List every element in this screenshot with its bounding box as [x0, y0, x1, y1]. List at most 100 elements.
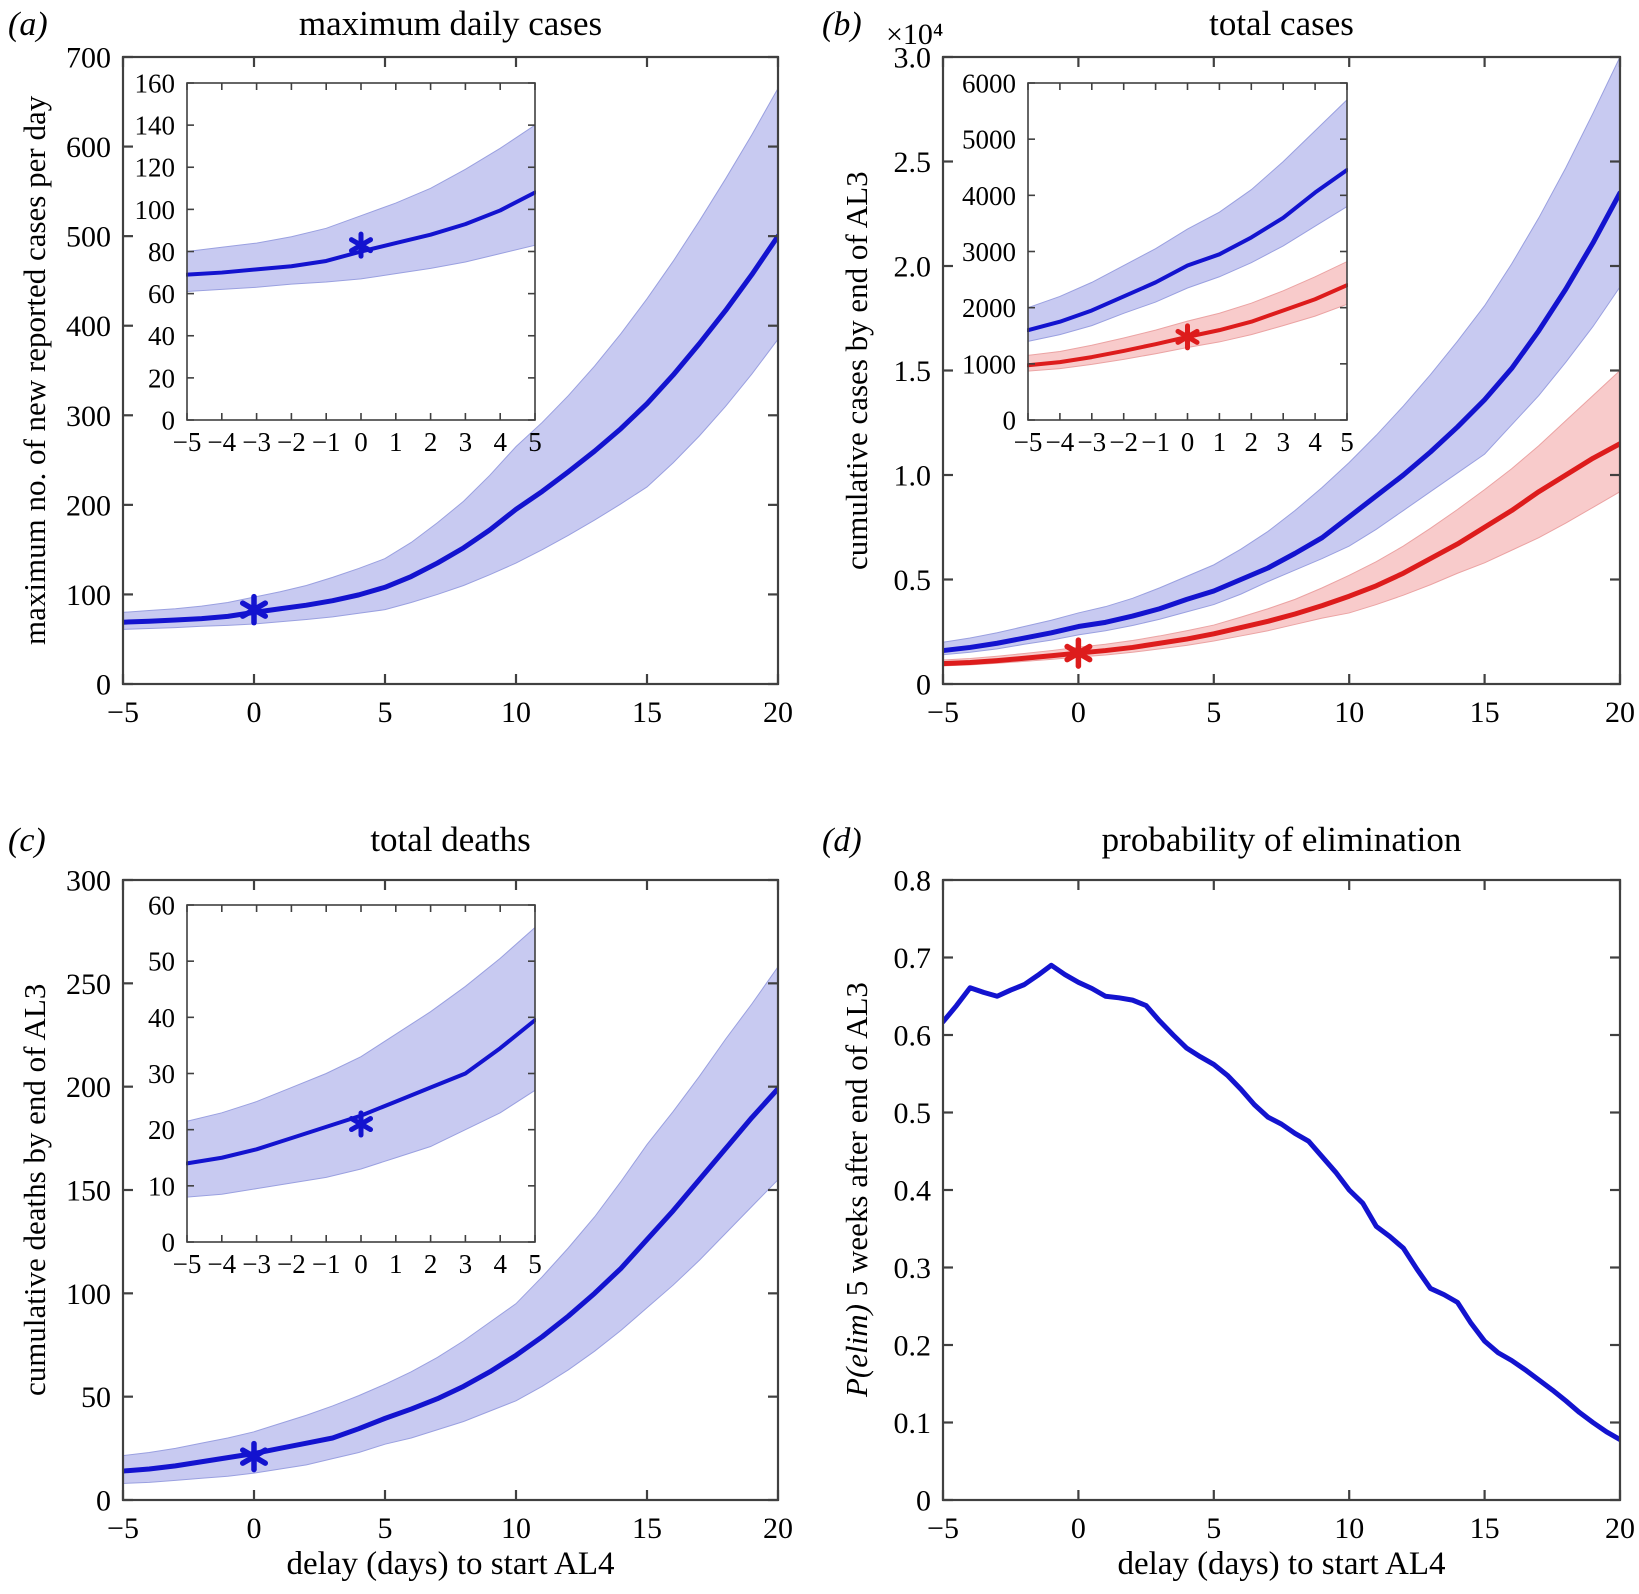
y-tick-label: 2.0	[894, 251, 932, 284]
star-marker	[1175, 328, 1200, 345]
y-tick-label: 120	[135, 153, 176, 183]
y-axis-label-b: cumulative cases by end of AL3	[839, 171, 874, 570]
x-tick-label: 0	[247, 1512, 262, 1545]
x-tick-label: −4	[207, 427, 236, 457]
y-tick-label: 0.2	[894, 1330, 932, 1363]
y-tick-label: 160	[135, 68, 176, 98]
x-tick-label: −1	[1141, 427, 1170, 457]
x-tick-label: 2	[424, 427, 438, 457]
x-tick-label: −5	[173, 427, 202, 457]
x-tick-label: −3	[242, 1249, 271, 1279]
y-tick-label: 60	[148, 890, 175, 920]
plot-area-d: −5 0 5 10 15 2000.10.20.30.40.50.60.70.8	[894, 865, 1636, 1546]
ticks-layer: −5 0 5 10 15 2000.10.20.30.40.50.60.70.8	[894, 865, 1636, 1546]
x-tick-label: −2	[1109, 427, 1138, 457]
axes-box	[121, 55, 780, 686]
y-tick-label: 60	[148, 279, 175, 309]
x-tick-label: 4	[493, 1249, 507, 1279]
x-tick-label: −1	[312, 427, 341, 457]
x-axis-label-d: delay (days) to start AL4	[1117, 1546, 1446, 1582]
plot-area-b: −5 0 5 10 15 2000.51.01.52.02.53.0	[894, 42, 1636, 730]
y-tick-label: 3.0	[894, 42, 932, 75]
y-tick-label: 1.0	[894, 460, 932, 493]
y-tick-label: 500	[66, 221, 111, 254]
x-tick-label: −2	[277, 427, 306, 457]
series-layer	[942, 56, 1621, 667]
x-tick-label: 0	[354, 427, 368, 457]
x-axis-label-c: delay (days) to start AL4	[286, 1546, 615, 1582]
y-tick-label: 30	[148, 1059, 175, 1089]
y-tick-label: 0	[162, 1227, 176, 1257]
x-tick-label: 2	[1245, 427, 1259, 457]
y-tick-label: 1.5	[894, 355, 932, 388]
y-tick-label: 0.3	[894, 1252, 932, 1285]
median-simulated-max-daily-cases-line	[122, 233, 779, 625]
x-tick-label: −3	[1077, 427, 1106, 457]
y-axis-label-c: cumulative deaths by end of AL3	[17, 983, 52, 1397]
x-tick-label: 10	[501, 1512, 531, 1545]
panel-letter-b: (b)	[822, 6, 862, 43]
x-tick-label: 3	[459, 427, 473, 457]
x-tick-label: 0	[1071, 1512, 1086, 1545]
x-tick-label: 0	[354, 1249, 368, 1279]
y-tick-label: 0	[1003, 405, 1017, 435]
y-tick-label: 100	[135, 195, 176, 225]
panel-title-b: total cases	[1209, 4, 1354, 43]
y-tick-label: 1000	[962, 349, 1016, 379]
x-tick-label: 15	[632, 1512, 662, 1545]
y-tick-label: 0.5	[894, 564, 932, 597]
y-tick-label: 0.6	[894, 1020, 932, 1053]
y-tick-label: 100	[66, 1278, 111, 1311]
panel-title-c: total deaths	[370, 820, 531, 859]
x-tick-label: 10	[1334, 1512, 1364, 1545]
x-tick-label: 2	[424, 1249, 438, 1279]
y-tick-label: 0.5	[894, 1097, 932, 1130]
y-tick-label: 0	[916, 1485, 931, 1518]
y-tick-label: 20	[148, 363, 175, 393]
ticks-layer: −5 −4 −3 −2 −1 0 1 2 3 4 5010002000300040005000600…	[962, 68, 1354, 457]
y-tick-label: 100	[66, 579, 111, 612]
y-tick-label: 0.1	[894, 1407, 932, 1440]
y-tick-label: 0.8	[894, 865, 932, 898]
y-tick-label: 150	[66, 1175, 111, 1208]
inset-plot-b: −5 −4 −3 −2 −1 0 1 2 3 4 5010002000300040005000600…	[962, 68, 1354, 457]
y-tick-label: 0	[96, 1485, 111, 1518]
y-tick-label: 40	[148, 1003, 175, 1033]
y-tick-label: 0.7	[894, 942, 932, 975]
y-tick-label: 140	[135, 111, 176, 141]
y-tick-label: 40	[148, 321, 175, 351]
cumulative-cases-upper-scenario-zoom-line	[1027, 168, 1348, 333]
y-axis-label-d: P(elim) 5 weeks after end of AL3	[834, 880, 880, 1500]
star-marker	[348, 237, 374, 254]
y-tick-label: 700	[66, 42, 111, 75]
x-tick-label: 20	[1605, 1512, 1635, 1545]
y-axis-label-d-rest: 5 weeks after end of AL3	[839, 982, 874, 1305]
cumulative-cases-upper-scenario-line	[942, 190, 1621, 654]
series-layer	[942, 962, 1621, 1443]
x-tick-label: 0	[247, 696, 262, 729]
x-tick-label: 5	[528, 1249, 542, 1279]
x-tick-label: 4	[1308, 427, 1322, 457]
panel-title-a: maximum daily cases	[298, 4, 603, 43]
x-tick-label: 1	[1213, 427, 1227, 457]
y-tick-label: 0.4	[894, 1175, 932, 1208]
y-tick-label: 0	[96, 669, 111, 702]
y-tick-label: 400	[66, 310, 111, 343]
x-tick-label: 5	[378, 696, 393, 729]
x-tick-label: 5	[1340, 427, 1354, 457]
y-tick-label: 4000	[962, 181, 1016, 211]
y-tick-label: 600	[66, 131, 111, 164]
y-tick-label: 0	[916, 669, 931, 702]
x-tick-label: 5	[528, 427, 542, 457]
x-tick-label: 15	[1470, 1512, 1500, 1545]
x-tick-label: 5	[1206, 696, 1221, 729]
panel-title-d: probability of elimination	[1101, 820, 1462, 859]
y-tick-label: 50	[148, 947, 175, 977]
x-tick-label: −5	[107, 1512, 139, 1545]
median-simulated-cumulative-deaths-line	[122, 1086, 779, 1474]
cumulative-cases-lower-scenario-line	[942, 441, 1621, 667]
